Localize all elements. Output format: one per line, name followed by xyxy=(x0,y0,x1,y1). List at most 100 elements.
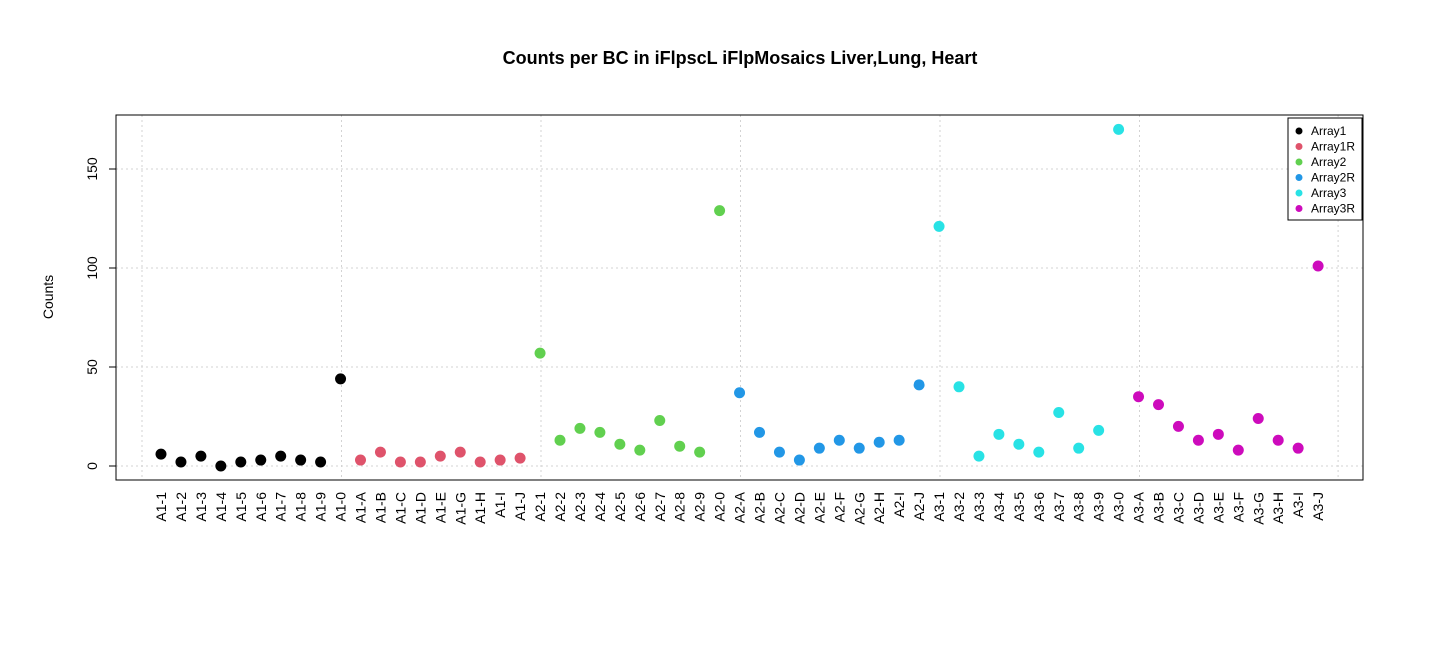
x-tick-label: A1-E xyxy=(432,492,448,523)
x-tick-label: A1-G xyxy=(452,492,468,525)
data-point xyxy=(1033,446,1045,458)
data-point xyxy=(534,347,546,359)
data-point xyxy=(873,436,885,448)
x-tick-label: A1-0 xyxy=(333,492,349,522)
data-point xyxy=(195,450,207,462)
x-tick-label: A1-J xyxy=(512,492,528,521)
data-point xyxy=(255,454,267,466)
data-point xyxy=(494,454,506,466)
x-tick-label: A2-0 xyxy=(712,492,728,522)
chart-title: Counts per BC in iFlpscL iFlpMosaics Liv… xyxy=(503,48,978,68)
x-tick-label: A3-6 xyxy=(1031,492,1047,522)
legend-label: Array2 xyxy=(1311,155,1347,169)
y-axis-label: Counts xyxy=(40,275,56,319)
data-point xyxy=(1172,420,1184,432)
x-tick-label: A2-B xyxy=(752,492,768,523)
x-tick-label: A1-H xyxy=(472,492,488,524)
x-tick-label: A3-I xyxy=(1290,492,1306,518)
x-tick-label: A3-E xyxy=(1210,492,1226,523)
x-tick-label: A1-D xyxy=(412,492,428,524)
x-tick-label: A2-2 xyxy=(552,492,568,522)
x-tick-label: A1-1 xyxy=(153,492,169,522)
x-tick-label: A3-4 xyxy=(991,492,1007,522)
y-tick-label: 50 xyxy=(84,359,100,375)
data-point xyxy=(374,446,386,458)
data-point xyxy=(714,205,726,217)
data-point xyxy=(1252,412,1264,424)
data-point xyxy=(754,426,765,438)
data-point xyxy=(574,422,586,434)
x-tick-label: A2-4 xyxy=(592,492,608,522)
data-point xyxy=(853,442,865,454)
legend-marker xyxy=(1295,143,1303,150)
x-tick-label: A3-C xyxy=(1170,492,1186,524)
x-tick-label: A3-9 xyxy=(1091,492,1107,522)
x-tick-label: A1-A xyxy=(353,491,369,523)
data-point xyxy=(1272,434,1284,446)
x-tick-label: A1-B xyxy=(372,492,388,523)
data-point xyxy=(734,387,746,399)
data-point xyxy=(1232,444,1244,456)
y-tick-label: 0 xyxy=(84,462,100,470)
x-tick-label: A2-1 xyxy=(532,492,548,522)
data-point xyxy=(295,454,307,466)
x-tick-label: A3-3 xyxy=(971,492,987,522)
data-point xyxy=(434,450,446,462)
x-tick-label: A1-I xyxy=(492,492,508,518)
data-point xyxy=(1053,407,1065,419)
legend-marker xyxy=(1295,127,1303,135)
data-point xyxy=(953,381,965,393)
data-point xyxy=(1153,399,1164,411)
x-tick-label: A2-5 xyxy=(612,492,628,522)
data-point xyxy=(1013,438,1025,450)
legend-label: Array3 xyxy=(1311,186,1347,200)
data-point xyxy=(1073,442,1085,454)
data-point xyxy=(394,456,406,468)
x-tick-label: A2-J xyxy=(911,492,927,521)
x-tick-label: A1-5 xyxy=(233,492,249,522)
data-point xyxy=(674,440,686,452)
legend-label: Array1 xyxy=(1311,124,1347,138)
data-point xyxy=(1312,260,1324,272)
data-point xyxy=(1292,442,1304,454)
x-tick-label: A3-B xyxy=(1151,492,1167,523)
x-tick-label: A3-A xyxy=(1131,491,1147,523)
x-tick-label: A3-5 xyxy=(1011,492,1027,522)
data-point xyxy=(1133,391,1145,403)
data-point xyxy=(933,220,945,232)
x-tick-label: A2-7 xyxy=(652,492,668,522)
data-point xyxy=(993,428,1005,440)
data-point xyxy=(474,456,486,468)
x-tick-label: A1-3 xyxy=(193,492,209,522)
x-tick-label: A1-6 xyxy=(253,492,269,522)
x-tick-label: A2-A xyxy=(732,491,748,523)
x-tick-label: A2-C xyxy=(771,492,787,524)
legend-marker xyxy=(1295,174,1303,181)
legend-label: Array1R xyxy=(1311,140,1355,154)
legend-marker xyxy=(1295,158,1303,166)
data-point xyxy=(355,454,366,466)
data-point xyxy=(813,442,825,454)
legend-marker xyxy=(1295,205,1303,212)
legend-box xyxy=(1287,117,1363,221)
x-tick-label: A2-H xyxy=(871,492,887,524)
x-tick-label: A2-3 xyxy=(572,492,588,522)
data-point xyxy=(1192,434,1204,446)
data-point xyxy=(594,426,606,438)
x-tick-label: A3-2 xyxy=(951,492,967,522)
x-tick-label: A2-E xyxy=(811,492,827,523)
x-tick-label: A1-C xyxy=(392,492,408,524)
x-tick-label: A2-6 xyxy=(632,492,648,522)
y-tick-label: 150 xyxy=(84,157,100,181)
data-point xyxy=(235,456,247,468)
data-point xyxy=(335,373,347,385)
data-point xyxy=(913,379,925,391)
x-tick-label: A3-1 xyxy=(931,492,947,522)
x-tick-label: A1-4 xyxy=(213,492,229,522)
x-tick-label: A1-8 xyxy=(293,492,309,522)
data-point xyxy=(793,454,805,466)
y-axis: 0 50 100 150 xyxy=(84,157,116,470)
x-tick-label: A3-G xyxy=(1250,492,1266,525)
data-point xyxy=(155,448,167,460)
